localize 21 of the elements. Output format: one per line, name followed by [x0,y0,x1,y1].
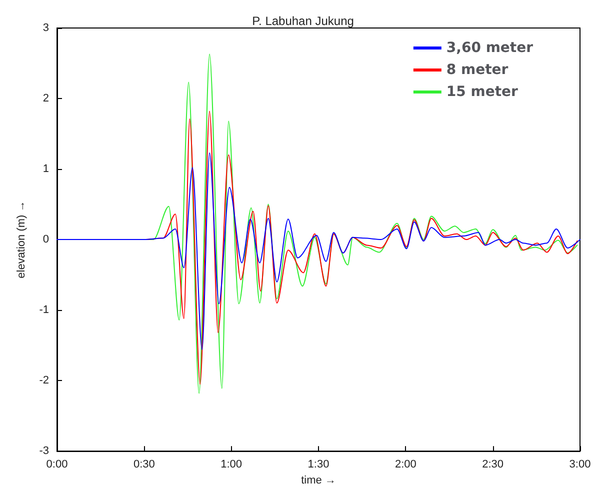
legend-label: 15 meter [446,84,518,100]
line-series [56,152,580,350]
legend-label: 3,60 meter [446,40,534,56]
chart-title: P. Labuhan Jukung [252,14,354,28]
y-tick-label: 3 [42,22,49,34]
y-tick-label: 2 [42,92,49,105]
y-tick-label: -3 [39,445,49,458]
x-tick-label: 0:30 [133,458,155,471]
y-axis-title: elevation (m) → [16,200,28,278]
y-tick-label: 1 [42,163,49,176]
x-tick-label: 3:00 [569,458,591,471]
y-tick-label: -1 [39,304,49,316]
x-tick-label: 0:00 [46,458,68,471]
x-tick-label: 2:30 [482,458,504,471]
y-tick-label: -2 [39,374,49,387]
x-tick-label: 1:30 [308,458,330,471]
x-tick-label: 1:00 [220,458,242,471]
y-tick-label: 0 [42,234,49,246]
x-tick-label: 2:00 [394,458,416,471]
x-axis-title: time → [301,474,336,486]
legend-label: 8 meter [446,62,508,78]
